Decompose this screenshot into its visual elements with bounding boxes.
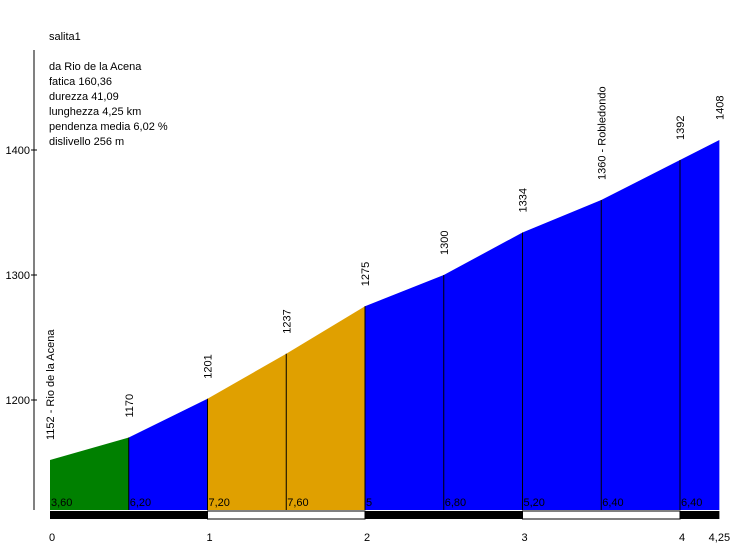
gradient-label-8: 6,40 <box>681 497 702 509</box>
y-axis: 1200 1300 1400 <box>6 50 37 510</box>
y-tick-label-1: 1300 <box>6 270 30 282</box>
info-fatica: fatica 160,36 <box>49 76 112 88</box>
info-lunghezza: lunghezza 4,25 km <box>49 106 142 118</box>
climb-title: salita1 <box>49 31 81 43</box>
elevation-label-4: 1275 <box>360 262 372 286</box>
gradient-label-4: 5 <box>366 497 372 509</box>
gradient-segment-0 <box>50 437 129 510</box>
elevation-label-8: 1392 <box>675 116 687 140</box>
info-start: da Rio de la Acena <box>49 61 142 73</box>
gradient-segment-1 <box>128 398 208 510</box>
gradient-label-2: 7,20 <box>209 497 230 509</box>
gradient-segment-6 <box>522 200 602 510</box>
elevation-label-3: 1237 <box>281 309 293 333</box>
x-tick-label-3: 3 <box>521 532 527 544</box>
elevation-label-6: 1334 <box>518 188 530 212</box>
gradient-labels: 3,60 6,20 7,20 7,60 5 6,80 5,20 6,40 6,40 <box>51 497 702 509</box>
y-tick-label-2: 1400 <box>6 145 30 157</box>
elevation-label-7: 1360 - Robledondo <box>596 86 608 180</box>
x-tick-label-5: 4,25 <box>709 532 730 544</box>
gradient-segment-7 <box>601 160 680 510</box>
km-bar <box>50 510 720 520</box>
x-axis-tick-labels: 0 1 2 3 4 4,25 <box>49 532 730 544</box>
elevation-label-0: 1152 - Rio de la Acena <box>45 329 57 440</box>
elevation-label-9: 1408 <box>714 96 726 120</box>
km-bar-block-2 <box>365 511 523 519</box>
x-tick-label-1: 1 <box>206 532 212 544</box>
y-tick-label-0: 1200 <box>6 395 30 407</box>
elevation-labels: 1152 - Rio de la Acena 1170 1201 1237 1275 13… <box>45 86 726 440</box>
gradient-segment-3 <box>286 306 365 510</box>
gradient-label-5: 6,80 <box>445 497 466 509</box>
gradient-segment-5 <box>443 232 523 510</box>
gradient-label-7: 6,40 <box>602 497 623 509</box>
segment-dividers <box>128 160 681 510</box>
x-tick-label-4: 4 <box>679 532 685 544</box>
km-bar-block-3 <box>522 510 681 520</box>
info-dislivello: dislivello 256 m <box>49 136 125 148</box>
km-bar-block-1 <box>207 510 366 520</box>
elevation-label-2: 1201 <box>203 354 215 378</box>
info-pendenza: pendenza media 6,02 % <box>49 121 168 133</box>
gradient-segment-4 <box>365 275 444 510</box>
gradient-segments <box>50 140 720 510</box>
elevation-label-1: 1170 <box>124 394 136 418</box>
gradient-segment-2 <box>207 353 287 510</box>
x-tick-label-0: 0 <box>49 532 55 544</box>
gradient-label-3: 7,60 <box>287 497 308 509</box>
gradient-label-6: 5,20 <box>524 497 545 509</box>
gradient-segment-8 <box>680 140 720 510</box>
gradient-label-0: 3,60 <box>51 497 72 509</box>
km-bar-block-0 <box>50 511 208 519</box>
x-tick-label-2: 2 <box>364 532 370 544</box>
km-bar-block-4 <box>680 511 720 519</box>
gradient-label-1: 6,20 <box>130 497 151 509</box>
info-durezza: durezza 41,09 <box>49 91 119 103</box>
elevation-label-5: 1300 <box>439 231 451 255</box>
